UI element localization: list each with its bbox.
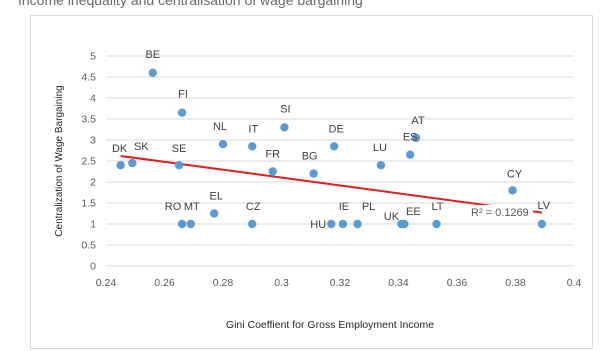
x-tick-label: 0.28: [213, 277, 234, 289]
point-label-cz: CZ: [246, 201, 261, 213]
data-point-ro: [177, 219, 187, 229]
x-tick-label: 0.36: [447, 277, 468, 289]
point-label-fi: FI: [178, 89, 188, 101]
y-tick-label: 2.5: [81, 156, 96, 168]
x-tick-label: 0.3: [274, 277, 289, 289]
data-point-lv: [537, 219, 547, 229]
x-tick-label: 0.26: [154, 277, 175, 289]
y-tick-label: 4.5: [81, 72, 96, 84]
point-label-lu: LU: [373, 142, 387, 154]
data-point-ee: [400, 219, 409, 229]
data-point-sk: [128, 158, 137, 168]
data-point-de: [329, 142, 339, 151]
point-label-ee: EE: [406, 206, 421, 218]
point-label-bg: BG: [302, 151, 318, 163]
data-point-mt: [186, 219, 196, 229]
point-label-hu: HU: [310, 219, 326, 231]
x-tick-label: 0.32: [330, 277, 351, 289]
x-tick-label: 0.24: [96, 277, 117, 289]
data-point-pl: [353, 219, 362, 229]
point-label-sk: SK: [134, 141, 149, 153]
data-point-hu: [327, 219, 336, 229]
point-label-fr: FR: [265, 149, 280, 161]
data-point-lt: [432, 219, 441, 229]
x-tick-label: 0.38: [505, 277, 526, 289]
y-tick-label: 5: [90, 51, 96, 63]
point-label-mt: MT: [184, 201, 200, 213]
y-tick-label: 0: [90, 261, 96, 273]
point-label-it: IT: [248, 123, 258, 135]
point-label-at: AT: [411, 115, 425, 127]
data-point-be: [148, 68, 157, 78]
y-tick-label: 2: [90, 177, 96, 189]
data-point-cz: [248, 219, 257, 229]
point-label-lt: LT: [432, 201, 444, 213]
point-label-pl: PL: [362, 201, 375, 213]
point-label-ro: RO: [165, 201, 182, 213]
x-tick-label: 0.4: [567, 277, 582, 289]
y-axis-title: Centralization of Wage Bargaining: [54, 85, 65, 236]
point-label-es: ES: [403, 132, 418, 144]
y-tick-label: 4: [90, 93, 96, 105]
r2-label-bg: [469, 205, 533, 219]
data-point-lu: [376, 161, 386, 170]
data-point-cy: [508, 186, 517, 195]
point-label-be: BE: [145, 49, 160, 61]
y-tick-label: 1.5: [81, 198, 96, 210]
point-label-lv: LV: [538, 200, 551, 212]
data-point-es: [406, 150, 415, 159]
point-label-si: SI: [280, 103, 290, 115]
data-point-fr: [268, 167, 277, 176]
data-point-bg: [309, 169, 318, 178]
point-label-dk: DK: [112, 143, 128, 155]
y-tick-label: 3.5: [81, 114, 96, 126]
point-label-de: DE: [329, 123, 344, 135]
y-tick-label: 3: [90, 135, 96, 147]
point-label-nl: NL: [213, 121, 227, 133]
point-label-el: EL: [209, 191, 222, 203]
data-point-fi: [177, 108, 187, 117]
data-point-ie: [338, 219, 348, 229]
data-point-it: [248, 142, 257, 151]
x-tick-label: 0.34: [388, 277, 409, 289]
point-label-cy: CY: [507, 168, 523, 180]
point-label-uk: UK: [384, 211, 400, 223]
data-point-dk: [116, 161, 125, 170]
point-label-ie: IE: [339, 201, 349, 213]
x-axis-title: Gini Coeffient for Gross Employment Inco…: [226, 319, 434, 331]
data-point-el: [210, 209, 219, 218]
y-tick-label: 1: [90, 219, 96, 231]
data-point-at: [411, 133, 421, 143]
y-tick-label: 0.5: [81, 240, 96, 252]
point-label-se: SE: [172, 143, 187, 155]
page-title: Income inequality and centralisation of …: [18, 0, 363, 8]
data-point-si: [280, 123, 289, 132]
data-point-nl: [218, 140, 228, 149]
r2-label: R² = 0.1269: [471, 207, 529, 219]
data-point-se: [174, 161, 184, 170]
trendline: [120, 154, 542, 214]
